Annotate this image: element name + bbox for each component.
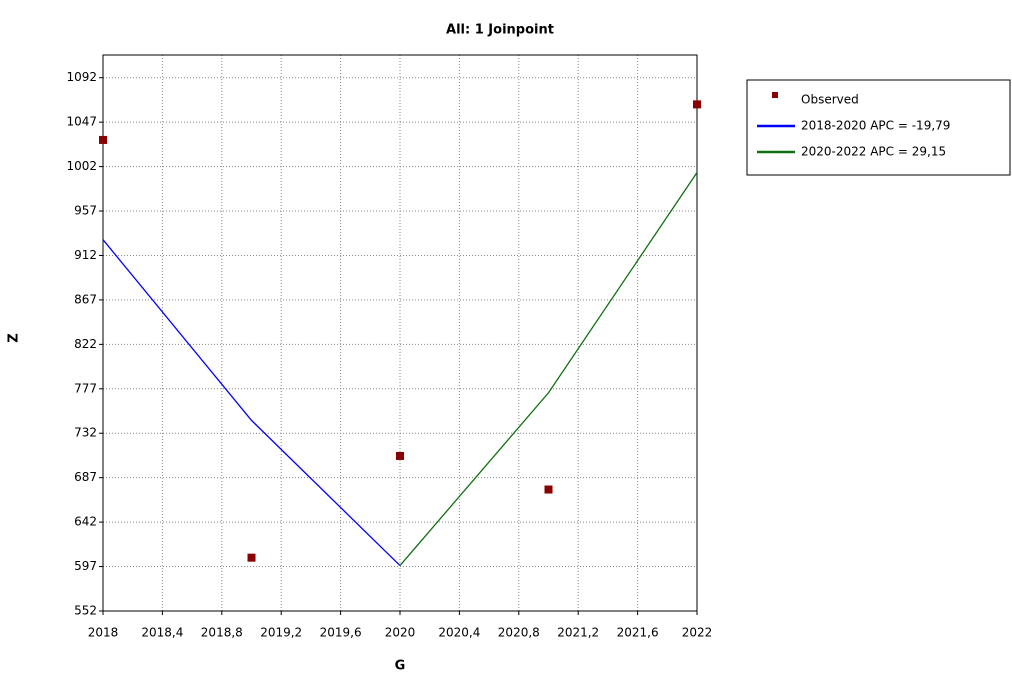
y-tick-label: 687 <box>74 470 97 484</box>
x-tick-label: 2020,8 <box>498 626 540 640</box>
x-tick-label: 2022 <box>682 626 713 640</box>
y-tick-label: 867 <box>74 292 97 306</box>
y-axis-label: Z <box>7 333 22 342</box>
x-tick-label: 2020,4 <box>438 626 480 640</box>
y-tick-label: 1092 <box>66 70 97 84</box>
y-tick-label: 642 <box>74 515 97 529</box>
chart-title: All: 1 Joinpoint <box>446 23 554 38</box>
legend-label: Observed <box>801 93 859 107</box>
x-tick-label: 2019,6 <box>320 626 362 640</box>
fit-line <box>399 172 698 566</box>
y-tick-label: 912 <box>74 248 97 262</box>
x-axis-label: G <box>395 659 406 674</box>
observed-point <box>396 451 404 460</box>
legend-box <box>746 79 1011 176</box>
x-tick-label: 2021,2 <box>557 626 599 640</box>
y-tick-label: 1002 <box>66 159 97 173</box>
y-tick-label: 822 <box>74 337 97 351</box>
y-tick-label: 732 <box>74 426 97 440</box>
legend-label: 2020-2022 APC = 29,15 <box>801 145 946 159</box>
y-tick-label: 957 <box>74 204 97 218</box>
legend-label: 2018-2020 APC = -19,79 <box>801 119 950 133</box>
legend-marker <box>772 92 778 98</box>
y-tick-label: 1047 <box>66 115 97 129</box>
plot-frame <box>102 54 698 612</box>
x-tick-label: 2018,4 <box>141 626 183 640</box>
x-tick-label: 2018,8 <box>201 626 243 640</box>
observed-point <box>693 100 701 109</box>
observed-point <box>247 553 256 562</box>
x-tick-label: 2018 <box>88 626 119 640</box>
observed-point <box>99 135 107 144</box>
y-tick-label: 552 <box>74 604 97 618</box>
x-tick-label: 2019,2 <box>260 626 302 640</box>
fit-line <box>102 239 401 567</box>
y-tick-label: 777 <box>74 381 97 395</box>
x-tick-label: 2021,6 <box>617 626 659 640</box>
x-tick-label: 2020 <box>385 626 416 640</box>
y-tick-label: 597 <box>74 559 97 573</box>
observed-point <box>544 485 553 494</box>
